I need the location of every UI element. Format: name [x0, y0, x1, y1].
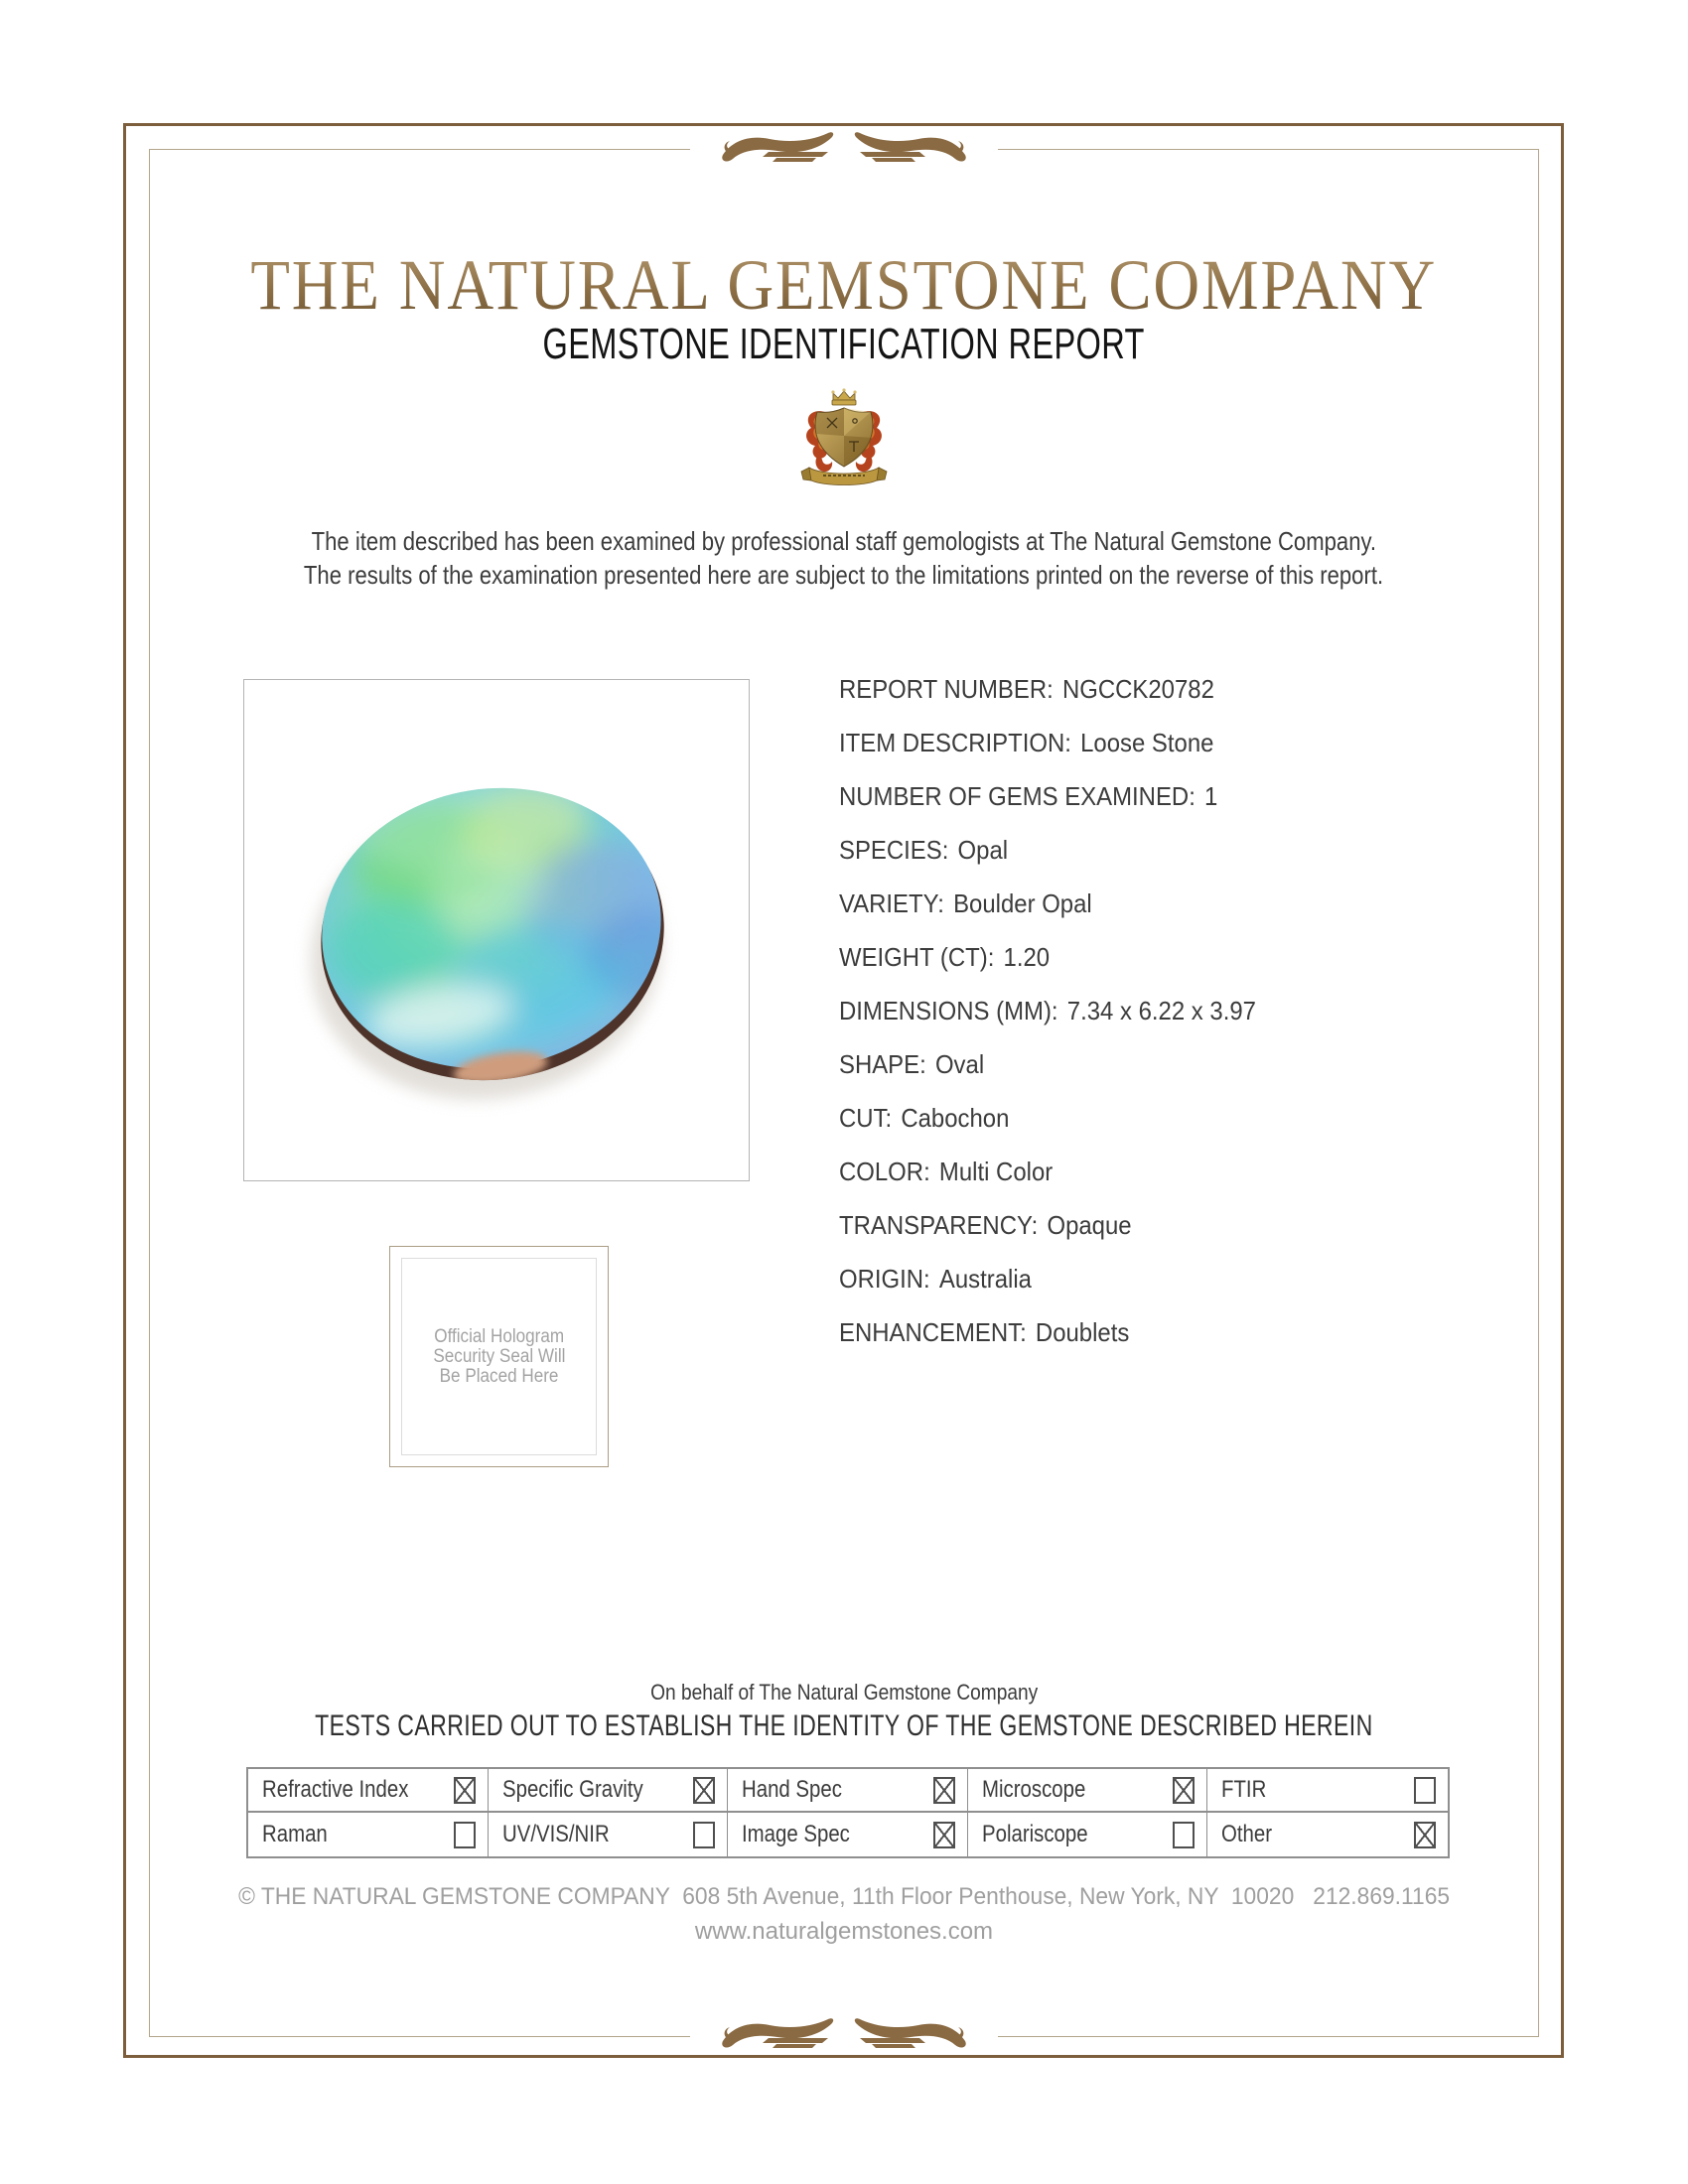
detail-label: NUMBER OF GEMS EXAMINED: — [839, 781, 1196, 811]
test-cell: Hand Spec — [728, 1769, 968, 1813]
detail-value: Doublets — [1035, 1317, 1130, 1347]
checkbox-unchecked-icon — [1173, 1821, 1196, 1848]
detail-row: ENHANCEMENT: Doublets — [839, 1318, 1256, 1346]
test-cell: Image Spec — [728, 1813, 968, 1856]
test-cell: UV/VIS/NIR — [489, 1813, 729, 1856]
detail-value: NGCCK20782 — [1061, 674, 1214, 704]
checkbox-checked-icon — [1414, 1821, 1436, 1848]
detail-row: SHAPE: Oval — [839, 1050, 1256, 1078]
detail-value: Boulder Opal — [953, 888, 1092, 918]
test-cell: Refractive Index — [248, 1769, 489, 1813]
page-title: THE NATURAL GEMSTONE COMPANY — [0, 244, 1688, 327]
test-cell: FTIR — [1207, 1769, 1448, 1813]
detail-value: 7.34 x 6.22 x 3.97 — [1066, 996, 1256, 1025]
hologram-text-line: Official Hologram — [434, 1325, 564, 1347]
test-label: Polariscope — [981, 1821, 1088, 1847]
detail-row: COLOR: Multi Color — [839, 1158, 1256, 1185]
detail-row: DIMENSIONS (MM): 7.34 x 6.22 x 3.97 — [839, 997, 1256, 1024]
checkbox-unchecked-icon — [453, 1821, 476, 1848]
checkbox-checked-icon — [932, 1821, 955, 1848]
test-label: Other — [1221, 1821, 1273, 1847]
report-subtitle: GEMSTONE IDENTIFICATION REPORT — [0, 320, 1688, 369]
detail-row: WEIGHT (CT): 1.20 — [839, 943, 1256, 971]
gemstone-photo-frame — [243, 679, 750, 1181]
detail-row: TRANSPARENCY: Opaque — [839, 1211, 1256, 1239]
flourish-bottom-icon — [722, 2018, 966, 2048]
test-cell: Polariscope — [968, 1813, 1208, 1856]
test-label: Raman — [262, 1821, 328, 1847]
checkbox-checked-icon — [453, 1776, 476, 1804]
tests-table: Refractive Index Specific Gravity Hand Spe… — [246, 1767, 1450, 1858]
detail-label: COLOR: — [839, 1157, 930, 1186]
hologram-text-line: Security Seal Will — [432, 1345, 566, 1367]
tests-heading: TESTS CARRIED OUT TO ESTABLISH THE IDENT… — [315, 1709, 1373, 1742]
detail-label: TRANSPARENCY: — [839, 1210, 1039, 1240]
detail-row: CUT: Cabochon — [839, 1104, 1256, 1132]
checkbox-checked-icon — [693, 1776, 716, 1804]
test-cell: Microscope — [967, 1769, 1208, 1813]
detail-label: SPECIES: — [839, 835, 949, 865]
detail-row: ITEM DESCRIPTION: Loose Stone — [839, 729, 1256, 756]
test-label: UV/VIS/NIR — [501, 1821, 610, 1847]
intro-line-2: The results of the examination presented… — [304, 560, 1384, 590]
footer-website: www.naturalgemstones.com — [694, 1918, 994, 1945]
opal-photo-image — [311, 771, 682, 1100]
detail-value: Oval — [934, 1049, 985, 1079]
hologram-text-line: Be Placed Here — [439, 1365, 559, 1387]
detail-row: VARIETY: Boulder Opal — [839, 889, 1256, 917]
detail-label: ENHANCEMENT: — [839, 1317, 1027, 1347]
hologram-seal-inner: Official Hologram Security Seal Will Be … — [401, 1258, 597, 1455]
detail-label: WEIGHT (CT): — [839, 942, 995, 972]
test-label: Specific Gravity — [501, 1776, 643, 1803]
detail-label: SHAPE: — [839, 1049, 926, 1079]
test-cell: Other — [1207, 1813, 1448, 1856]
detail-label: REPORT NUMBER: — [839, 674, 1054, 704]
detail-label: DIMENSIONS (MM): — [839, 996, 1058, 1025]
intro-line-1: The item described has been examined by … — [311, 526, 1377, 556]
detail-value: Multi Color — [938, 1157, 1054, 1186]
company-crest-icon — [800, 388, 888, 485]
detail-label: ORIGIN: — [839, 1264, 930, 1294]
test-label: FTIR — [1221, 1776, 1267, 1803]
detail-row: ORIGIN: Australia — [839, 1265, 1256, 1293]
hologram-seal-box: Official Hologram Security Seal Will Be … — [389, 1246, 609, 1467]
test-cell: Raman — [248, 1813, 489, 1856]
detail-value: Loose Stone — [1080, 728, 1214, 757]
detail-value: 1.20 — [1003, 942, 1051, 972]
detail-label: ITEM DESCRIPTION: — [839, 728, 1071, 757]
test-label: Image Spec — [742, 1821, 851, 1847]
checkbox-unchecked-icon — [693, 1821, 716, 1848]
details-list: REPORT NUMBER: NGCCK20782 ITEM DESCRIPTION… — [839, 675, 1292, 1372]
detail-value: Cabochon — [901, 1103, 1010, 1133]
test-label: Refractive Index — [262, 1776, 409, 1803]
report-subtitle-text: GEMSTONE IDENTIFICATION REPORT — [542, 320, 1146, 368]
detail-label: CUT: — [839, 1103, 893, 1133]
checkbox-checked-icon — [932, 1776, 955, 1804]
test-label: Hand Spec — [742, 1776, 843, 1803]
on-behalf-line: On behalf of The Natural Gemstone Compan… — [649, 1680, 1039, 1705]
detail-row: SPECIES: Opal — [839, 836, 1256, 864]
detail-value: Opaque — [1047, 1210, 1132, 1240]
test-label: Microscope — [981, 1776, 1086, 1803]
footer-address: © THE NATURAL GEMSTONE COMPANY 608 5th A… — [238, 1883, 1450, 1910]
detail-row: NUMBER OF GEMS EXAMINED: 1 — [839, 782, 1256, 810]
checkbox-checked-icon — [1173, 1776, 1196, 1804]
detail-value: Australia — [938, 1264, 1032, 1294]
detail-value: 1 — [1204, 781, 1218, 811]
detail-label: VARIETY: — [839, 888, 944, 918]
checkbox-unchecked-icon — [1414, 1776, 1436, 1804]
test-cell: Specific Gravity — [488, 1769, 729, 1813]
company-name-text: THE NATURAL GEMSTONE COMPANY — [250, 245, 1438, 325]
flourish-top-icon — [722, 132, 966, 162]
outer-border — [123, 123, 1564, 2058]
detail-value: Opal — [957, 835, 1009, 865]
detail-row: REPORT NUMBER: NGCCK20782 — [839, 675, 1256, 703]
